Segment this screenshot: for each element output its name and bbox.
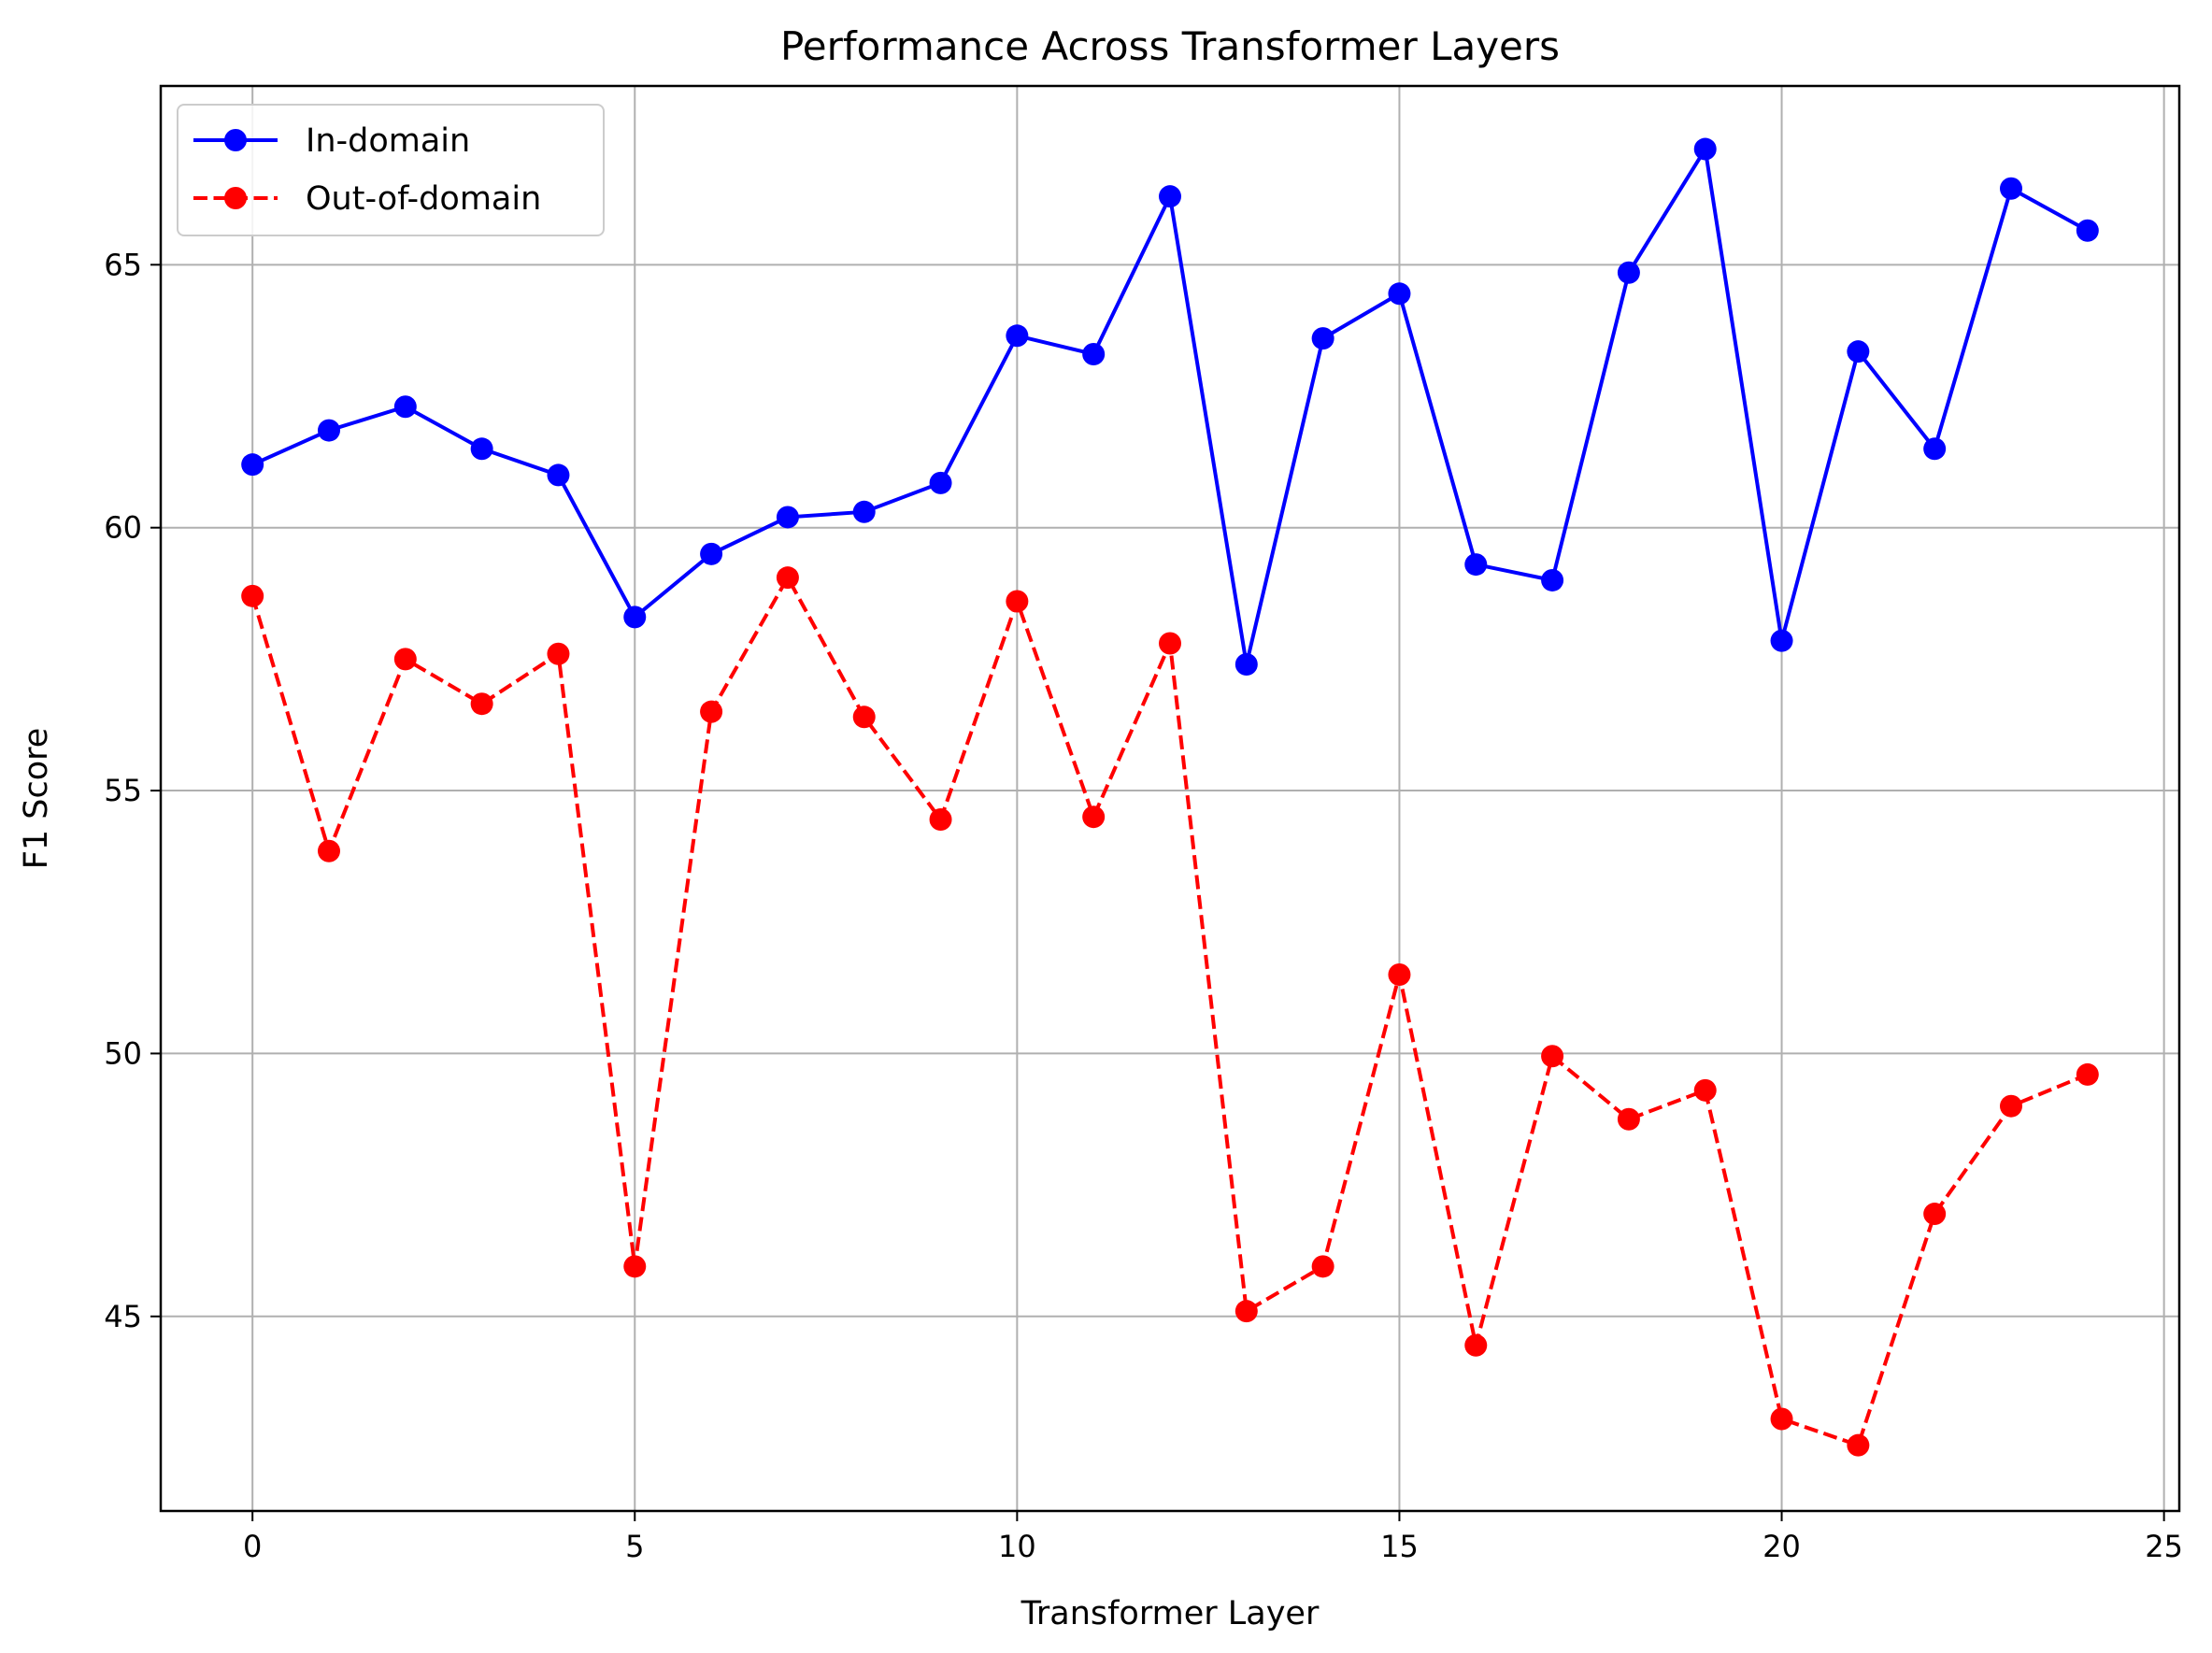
data-point-in-domain xyxy=(1464,553,1488,577)
legend-label-out-of-domain: Out-of-domain xyxy=(306,180,541,218)
data-point-in-domain xyxy=(1234,653,1258,677)
legend-marker-in-domain xyxy=(224,129,247,151)
x-tick-label: 25 xyxy=(2145,1529,2183,1564)
series-layer xyxy=(241,137,2099,1457)
data-point-in-domain xyxy=(929,471,952,494)
plot-frame xyxy=(159,84,2181,1513)
data-point-out-of-domain xyxy=(318,839,340,862)
data-point-in-domain xyxy=(1693,137,1717,161)
data-point-in-domain xyxy=(623,606,647,629)
legend-box xyxy=(177,104,605,236)
data-point-in-domain xyxy=(1311,327,1334,350)
data-point-in-domain xyxy=(1617,261,1640,284)
x-tick-label: 0 xyxy=(243,1529,262,1564)
data-point-out-of-domain xyxy=(1159,632,1181,655)
data-point-out-of-domain xyxy=(2000,1094,2022,1118)
data-point-out-of-domain xyxy=(1541,1045,1564,1068)
data-point-out-of-domain xyxy=(700,700,723,723)
y-tick-label: 45 xyxy=(104,1299,142,1334)
data-point-out-of-domain xyxy=(1388,963,1411,987)
data-point-in-domain xyxy=(700,542,723,565)
data-point-out-of-domain xyxy=(1617,1107,1640,1131)
y-tick-label: 65 xyxy=(104,247,142,282)
y-axis-label: F1 Score xyxy=(18,728,55,870)
legend: In-domain Out-of-domain xyxy=(177,104,605,236)
data-point-in-domain xyxy=(241,453,264,477)
data-point-in-domain xyxy=(547,463,570,487)
series-out-of-domain xyxy=(241,566,2099,1457)
legend-marker-out-of-domain xyxy=(224,187,247,209)
data-point-out-of-domain xyxy=(1311,1255,1334,1278)
data-point-out-of-domain xyxy=(1006,590,1029,613)
data-point-in-domain xyxy=(1388,282,1411,306)
series-in-domain xyxy=(241,137,2099,677)
data-point-out-of-domain xyxy=(470,692,493,716)
data-point-out-of-domain xyxy=(1464,1333,1488,1357)
data-point-in-domain xyxy=(318,419,340,442)
data-point-out-of-domain xyxy=(241,584,264,607)
x-axis-label: Transformer Layer xyxy=(1020,1595,1320,1632)
data-point-in-domain xyxy=(852,500,876,523)
data-point-in-domain xyxy=(776,506,799,529)
data-point-in-domain xyxy=(470,437,493,461)
data-point-out-of-domain xyxy=(393,648,417,671)
data-point-in-domain xyxy=(2000,177,2022,200)
data-point-out-of-domain xyxy=(1234,1300,1258,1323)
data-point-in-domain xyxy=(1923,437,1947,461)
y-tick-label: 55 xyxy=(104,773,142,808)
data-point-out-of-domain xyxy=(929,808,952,832)
data-point-out-of-domain xyxy=(1693,1078,1717,1102)
x-tick-label: 5 xyxy=(625,1529,644,1564)
data-point-in-domain xyxy=(1082,342,1106,365)
y-tick-label: 50 xyxy=(104,1035,142,1071)
data-point-out-of-domain xyxy=(776,566,799,590)
data-point-in-domain xyxy=(2076,219,2099,242)
data-point-in-domain xyxy=(1006,324,1029,348)
data-point-in-domain xyxy=(1541,568,1564,591)
data-point-in-domain xyxy=(1770,629,1793,652)
data-point-out-of-domain xyxy=(1770,1407,1793,1431)
y-tick-label: 60 xyxy=(104,510,142,546)
data-point-out-of-domain xyxy=(547,642,570,665)
data-point-out-of-domain xyxy=(623,1255,647,1278)
data-point-out-of-domain xyxy=(1082,805,1106,829)
x-tick-label: 20 xyxy=(1762,1529,1801,1564)
data-point-in-domain xyxy=(393,395,417,419)
data-point-in-domain xyxy=(1159,185,1181,208)
data-point-out-of-domain xyxy=(852,705,876,729)
data-point-out-of-domain xyxy=(1923,1203,1947,1226)
grid xyxy=(161,86,2179,1511)
x-tick-label: 10 xyxy=(998,1529,1036,1564)
data-point-out-of-domain xyxy=(2076,1062,2099,1086)
data-point-in-domain xyxy=(1847,340,1870,363)
x-tick-label: 15 xyxy=(1380,1529,1419,1564)
tick-labels: 0 5 10 15 20 25 45 50 55 60 65 xyxy=(104,247,2183,1564)
data-point-out-of-domain xyxy=(1847,1433,1870,1457)
chart-title: Performance Across Transformer Layers xyxy=(780,23,1560,69)
legend-label-in-domain: In-domain xyxy=(306,122,470,160)
